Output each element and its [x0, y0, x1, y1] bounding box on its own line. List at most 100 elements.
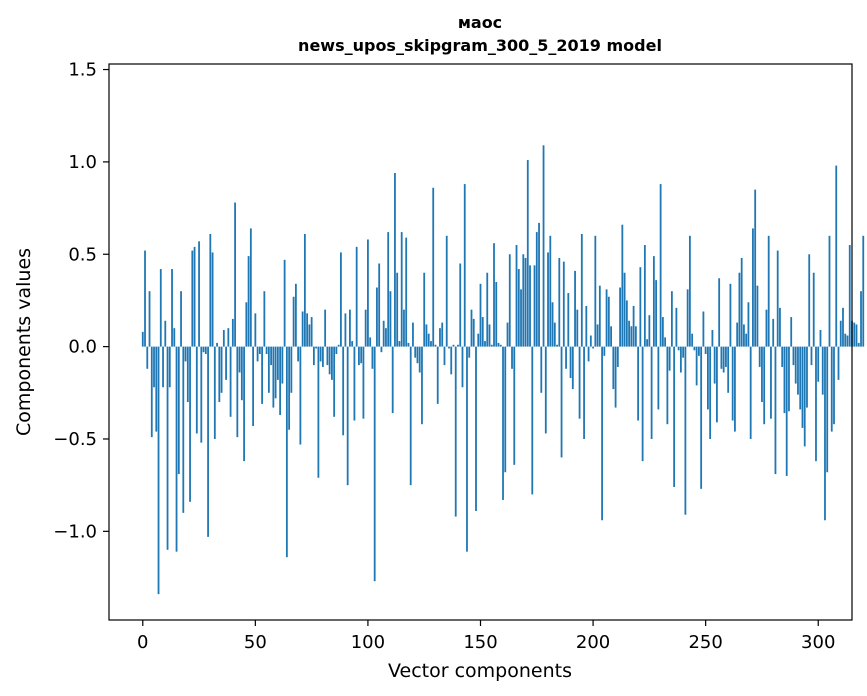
bar-99 [364, 309, 367, 347]
bar-239 [679, 346, 682, 373]
bar-292 [799, 346, 802, 410]
bar-184 [556, 344, 558, 347]
bar-226 [650, 346, 653, 439]
x-axis-label: Vector components [388, 660, 572, 682]
bar-229 [657, 346, 660, 410]
bar-20 [186, 346, 189, 403]
bar-140 [457, 344, 459, 347]
bar-144 [466, 346, 468, 552]
bar-265 [738, 272, 741, 347]
bar-249 [702, 311, 705, 347]
bar-41 [234, 202, 236, 347]
bar-93 [351, 341, 354, 347]
bar-300 [817, 346, 820, 382]
bar-209 [612, 346, 615, 390]
bar-152 [484, 341, 486, 347]
bar-248 [700, 346, 703, 489]
bar-103 [373, 346, 376, 582]
bar-94 [353, 346, 356, 421]
bar-177 [540, 346, 543, 393]
bar-146 [470, 309, 473, 347]
bar-58 [272, 346, 275, 408]
bar-21 [189, 346, 191, 502]
bar-231 [661, 317, 664, 347]
bar-234 [668, 346, 671, 371]
bar-189 [567, 293, 570, 347]
bar-192 [574, 270, 576, 347]
bar-236 [673, 346, 676, 488]
bar-294 [803, 346, 806, 447]
bar-293 [801, 346, 804, 428]
bar-88 [340, 252, 342, 347]
bar-246 [695, 346, 698, 386]
bar-201 [594, 235, 597, 347]
bar-253 [711, 329, 714, 347]
bar-48 [249, 228, 252, 347]
bar-211 [616, 346, 619, 367]
bar-102 [371, 346, 374, 369]
bar-206 [605, 289, 608, 347]
bar-168 [520, 289, 522, 347]
bar-284 [781, 346, 784, 367]
bar-260 [727, 346, 730, 393]
bar-281 [774, 346, 777, 475]
bar-42 [236, 346, 239, 438]
bar-156 [493, 243, 495, 347]
bar-16 [177, 346, 180, 475]
bar-171 [526, 160, 529, 347]
bar-118 [407, 342, 410, 347]
bar-121 [414, 346, 417, 358]
bar-181 [549, 235, 552, 347]
bar-71 [301, 311, 304, 347]
bar-299 [815, 346, 817, 462]
bar-296 [808, 254, 811, 347]
bar-150 [479, 283, 482, 347]
bar-107 [382, 320, 385, 347]
bar-8 [159, 269, 162, 347]
bar-170 [524, 257, 527, 347]
bar-165 [513, 346, 516, 465]
bar-222 [641, 346, 644, 462]
bar-75 [310, 317, 313, 347]
bar-37 [225, 346, 227, 380]
bar-78 [317, 346, 320, 478]
bar-217 [630, 326, 633, 347]
bar-227 [652, 256, 655, 347]
bar-312 [844, 333, 847, 347]
bar-271 [752, 228, 754, 347]
bar-129 [432, 187, 435, 347]
bar-147 [472, 318, 475, 347]
bar-142 [461, 346, 464, 388]
bar-242 [686, 289, 689, 347]
bar-12 [168, 346, 171, 388]
bar-273 [756, 285, 759, 347]
bar-287 [788, 346, 790, 412]
bar-167 [517, 269, 520, 347]
bar-24 [195, 346, 198, 434]
x-tick-label: 200 [576, 632, 610, 653]
bar-104 [376, 287, 378, 347]
bar-157 [495, 281, 498, 347]
bar-224 [646, 339, 649, 347]
bar-290 [794, 346, 797, 384]
x-tick-label: 150 [463, 632, 497, 653]
bar-123 [418, 346, 421, 373]
y-tick-label: 0.5 [68, 244, 97, 265]
bar-22 [191, 250, 194, 347]
bar-85 [333, 346, 336, 417]
bar-115 [400, 232, 403, 347]
bar-44 [240, 346, 243, 401]
bar-95 [355, 246, 358, 347]
bar-188 [565, 346, 567, 369]
bar-72 [303, 233, 306, 347]
bar-190 [569, 346, 572, 379]
bar-59 [274, 346, 277, 399]
bar-313 [846, 335, 849, 347]
bar-86 [335, 346, 338, 355]
bar-282 [776, 250, 779, 347]
bar-series [141, 145, 865, 595]
chart-title: маос [458, 13, 502, 32]
bar-23 [193, 246, 196, 347]
